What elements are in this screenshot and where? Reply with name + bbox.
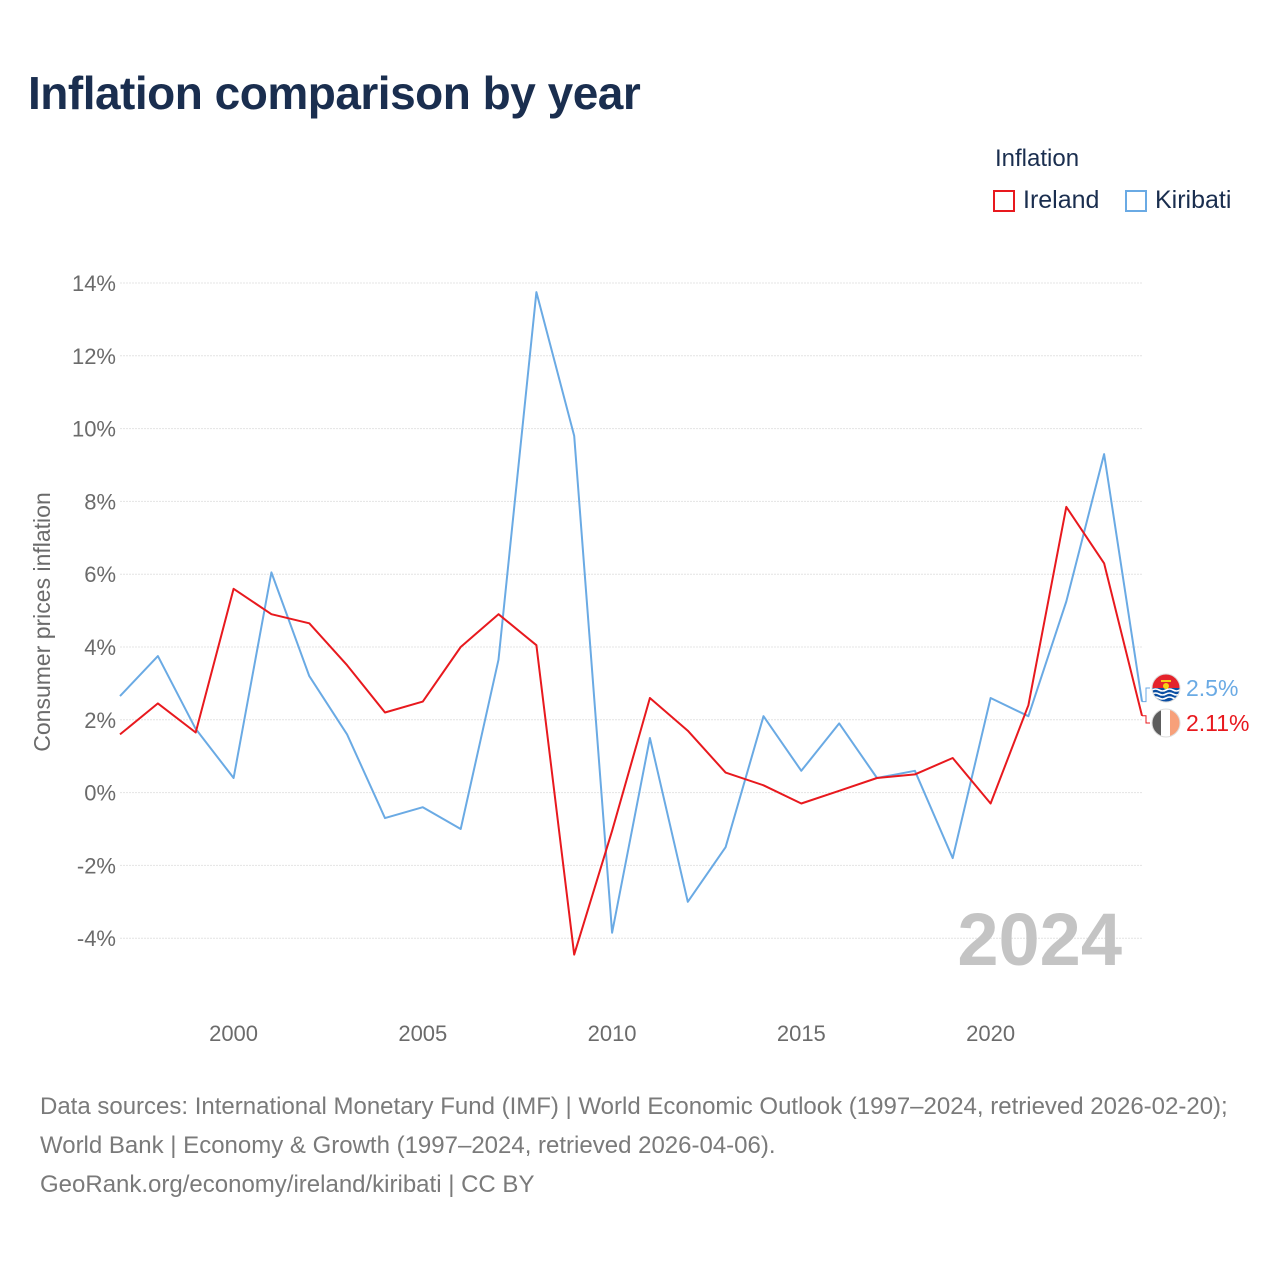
year-marker: 2024 [957,898,1122,981]
y-tick-label: 2% [84,708,116,733]
legend-swatch-kiribati [1125,189,1147,212]
y-tick-label: 8% [84,489,116,514]
legend-item-ireland[interactable]: Ireland [993,186,1099,215]
x-tick-label: 2005 [398,1021,447,1046]
y-tick-label: 6% [84,562,116,587]
data-source-note: Data sources: International Monetary Fun… [40,1087,1250,1204]
ireland-end-label: 2.11% [1186,710,1250,736]
y-tick-label: -2% [77,853,116,878]
legend-label-kiribati: Kiribati [1155,186,1232,214]
x-tick-label: 2010 [588,1021,637,1046]
series-lines [119,291,1150,956]
x-tick-label: 2015 [777,1021,826,1046]
x-tick-label: 2020 [966,1021,1015,1046]
y-tick-label: 14% [72,271,116,296]
data-source-line: Data sources: International Monetary Fun… [40,1093,1228,1159]
source-link[interactable]: GeoRank.org/economy/ireland/kiribati | C… [40,1171,535,1198]
end-label-connector-kiribati [1142,687,1150,703]
y-tick-label: 4% [84,635,116,660]
series-line-kiribati[interactable] [119,291,1143,934]
y-axis-title: Consumer prices inflation [29,492,55,752]
end-label-connector-ireland [1142,715,1150,724]
y-tick-label: 10% [72,417,116,442]
legend-item-kiribati[interactable]: Kiribati [1125,186,1231,215]
y-tick-label: -4% [77,926,116,951]
grid-lines [120,282,1142,939]
y-tick-label: 0% [84,781,116,806]
legend-swatch-ireland [993,189,1015,212]
chart-area: 14%12%10%8%6%4%2%0%-2%-4% 2000 2005 2010 20… [29,271,1250,1046]
series-line-ireland[interactable] [119,505,1143,956]
y-tick-label: 12% [72,344,116,369]
x-tick-label: 2000 [209,1021,258,1046]
kiribati-end-label: 2.5% [1186,675,1238,701]
legend-title: Inflation [995,145,1080,172]
x-axis-ticks: 2000 2005 2010 2015 2020 [209,1021,1015,1046]
ireland-flag-icon [1151,708,1181,738]
legend-label-ireland: Ireland [1023,186,1100,214]
y-axis-ticks: 14% 12% 10% 8% 6% 4% 2% 0% -2% -4% [72,271,116,951]
kiribati-flag-icon [1151,673,1181,703]
chart-title: Inflation comparison by year [28,67,641,119]
